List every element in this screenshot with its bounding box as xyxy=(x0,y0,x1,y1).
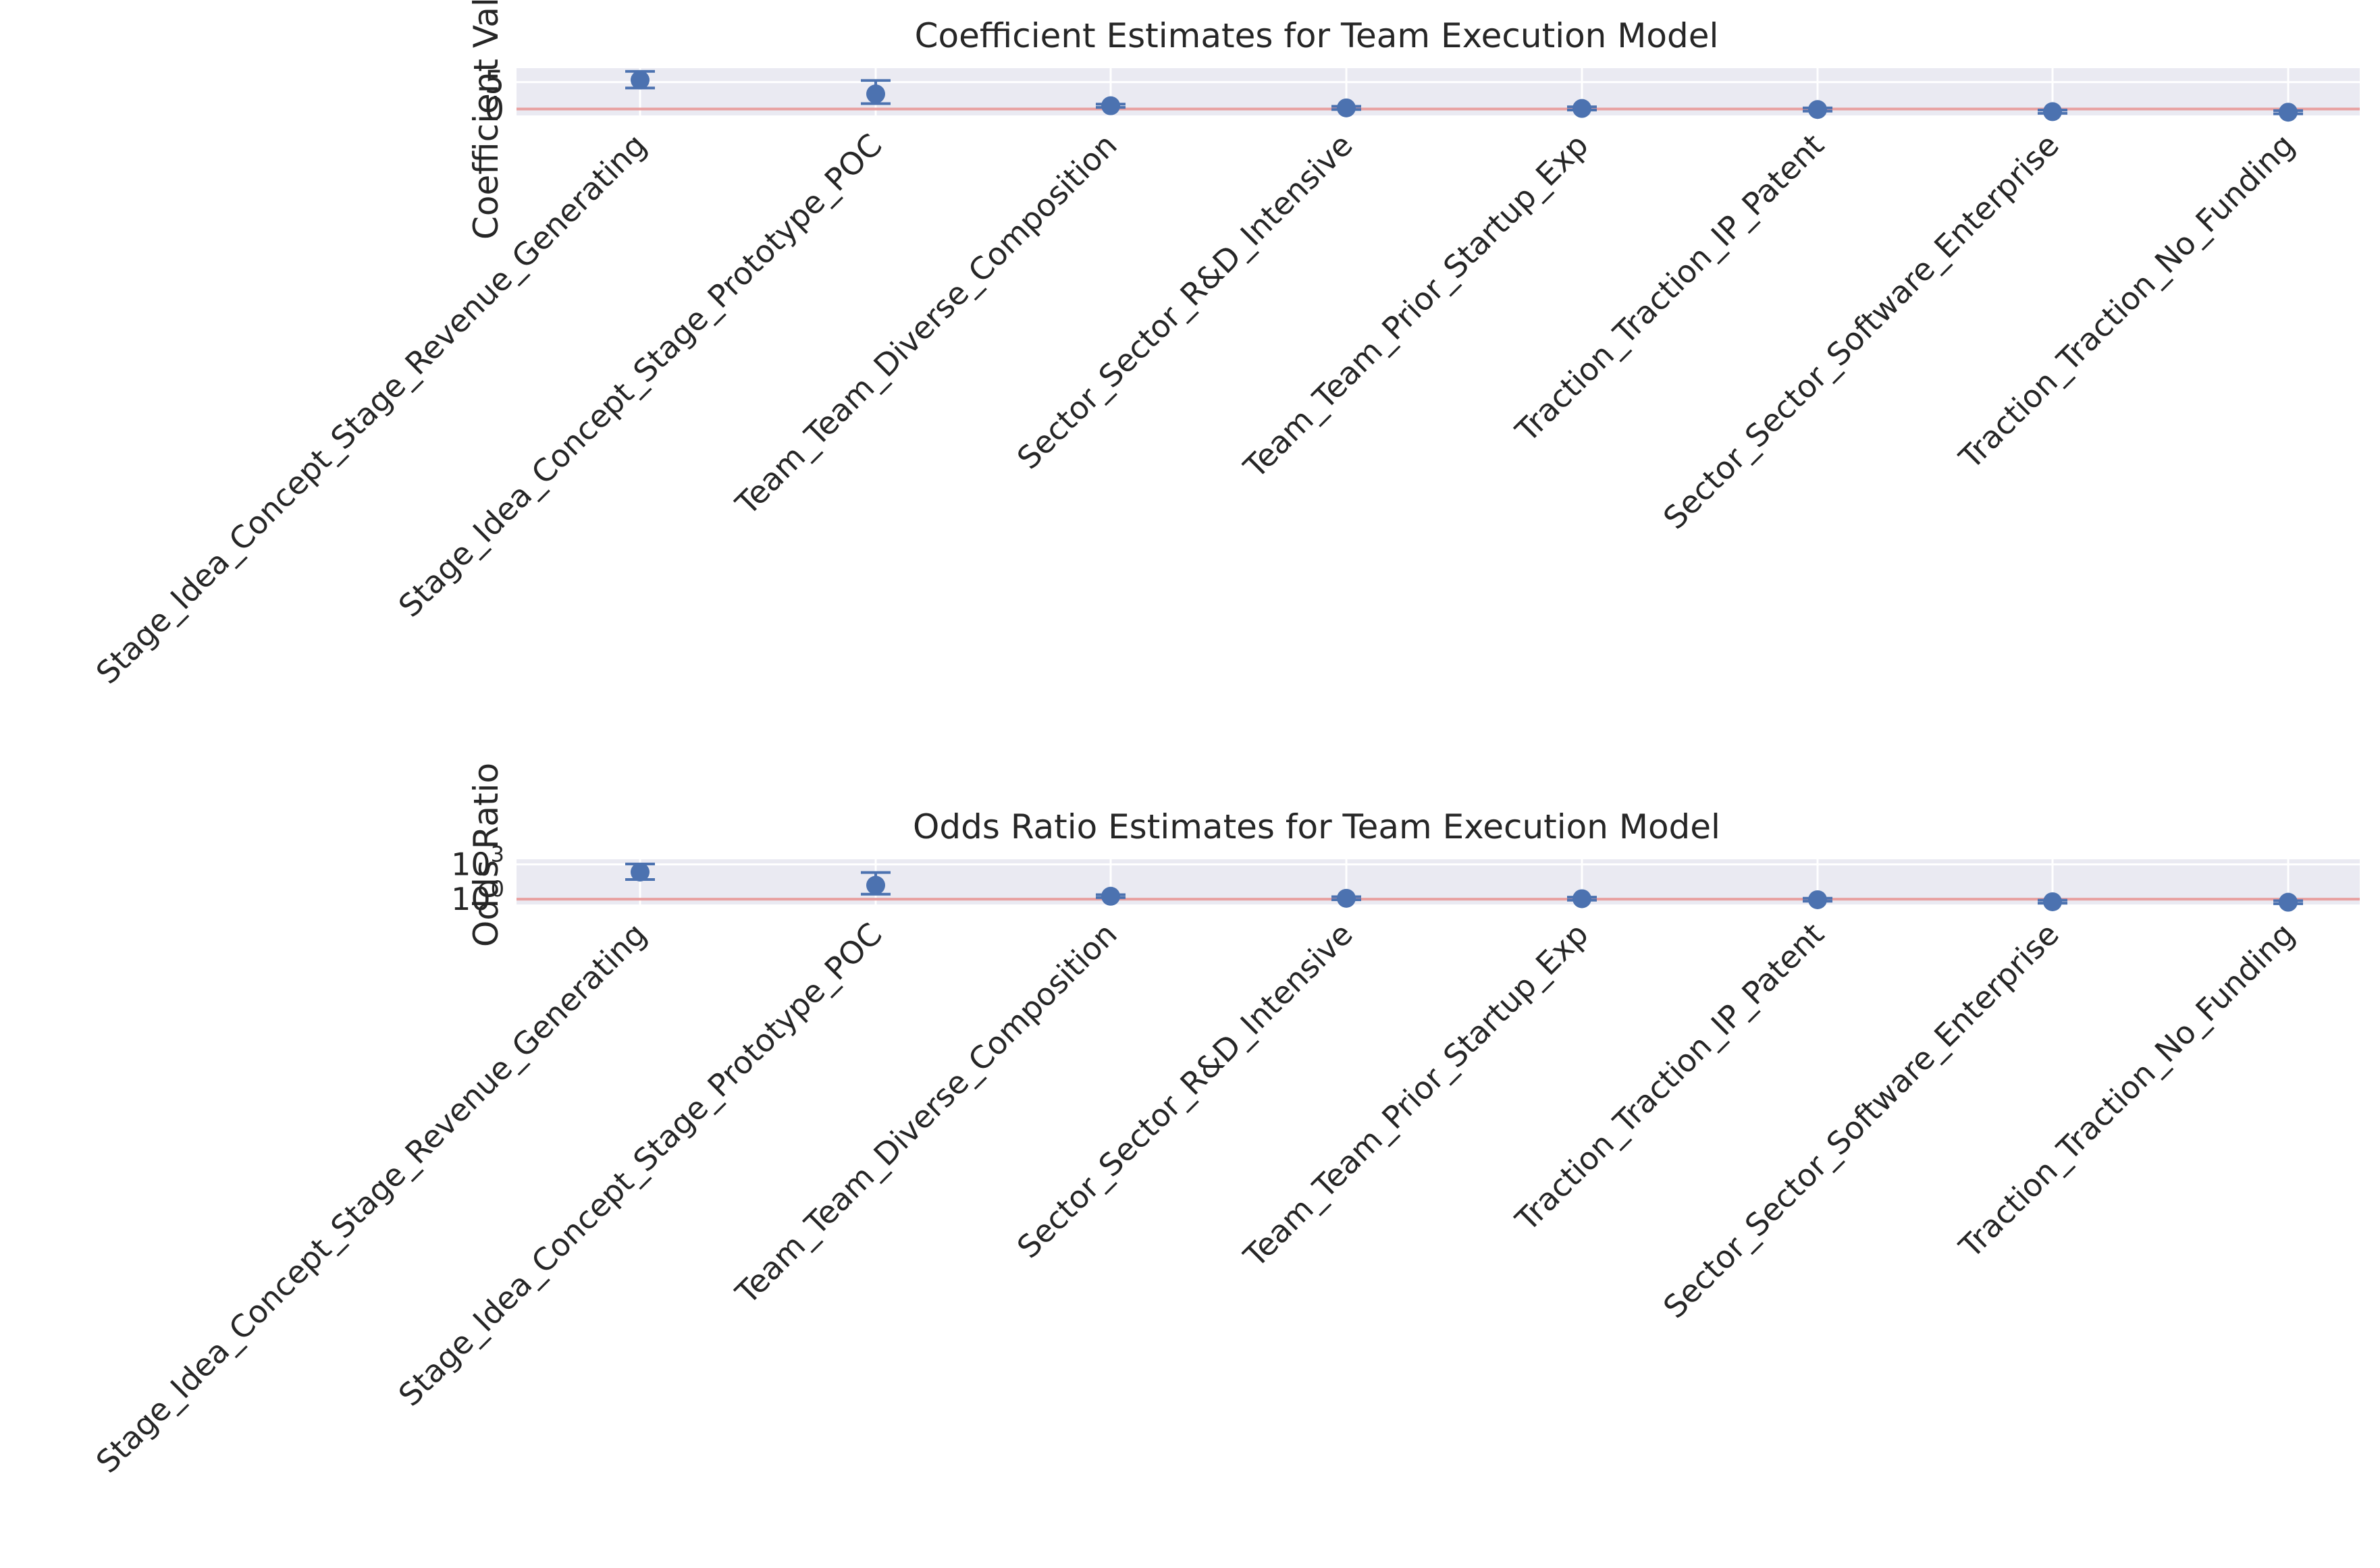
coefficient-panel: Coefficient Estimates for Team Execution… xyxy=(89,0,2360,691)
data-point xyxy=(1337,888,1356,908)
data-point xyxy=(2279,892,2298,912)
category-label: Stage_Idea_Concept_Stage_Revenue_Generat… xyxy=(89,127,654,691)
odds-ratio-panel: Odds Ratio Estimates for Team Execution … xyxy=(89,763,2360,1480)
coefficient-category-labels: Stage_Idea_Concept_Stage_Revenue_Generat… xyxy=(89,127,2302,691)
data-point xyxy=(866,84,885,104)
coefficient-chart-title: Coefficient Estimates for Team Execution… xyxy=(915,16,1719,55)
data-point xyxy=(1101,96,1120,115)
data-point xyxy=(2043,892,2062,911)
data-point xyxy=(2043,102,2062,121)
odds-ratio-chart-title: Odds Ratio Estimates for Team Execution … xyxy=(913,807,1720,846)
y-tick-label: 100 xyxy=(451,876,504,917)
odds-ratio-plot-area xyxy=(517,859,2360,904)
category-label: Team_Team_Diverse_Composition xyxy=(728,916,1123,1312)
category-label: Stage_Idea_Concept_Stage_Revenue_Generat… xyxy=(89,916,654,1480)
coefficient-y-tick-labels: 05 xyxy=(485,64,504,128)
y-tick-label: 0 xyxy=(485,90,504,127)
category-label: Stage_Idea_Concept_Stage_Prototype_POC xyxy=(392,916,889,1413)
odds-ratio-category-labels: Stage_Idea_Concept_Stage_Revenue_Generat… xyxy=(89,916,2302,1480)
odds-ratio-y-axis-label: Odds Ratio xyxy=(467,763,506,947)
y-tick-label: 103 xyxy=(451,842,504,883)
coefficient-points xyxy=(631,70,2298,122)
data-point xyxy=(631,862,650,882)
y-tick-label: 5 xyxy=(485,64,504,101)
coefficient-y-axis-label: Coefficient Value xyxy=(467,0,506,240)
data-point xyxy=(1337,98,1356,117)
data-point xyxy=(1572,889,1591,909)
data-point xyxy=(1808,890,1827,909)
data-point xyxy=(631,70,650,90)
data-point xyxy=(866,875,885,895)
data-point xyxy=(2279,103,2298,122)
data-point xyxy=(1572,99,1591,118)
odds-ratio-points xyxy=(631,862,2298,912)
category-label: Sector_Sector_Software_Enterprise xyxy=(1656,127,2066,537)
category-label: Sector_Sector_Software_Enterprise xyxy=(1656,916,2066,1326)
data-point xyxy=(1101,886,1120,906)
data-point xyxy=(1808,100,1827,119)
category-label: Team_Team_Diverse_Composition xyxy=(728,127,1123,522)
